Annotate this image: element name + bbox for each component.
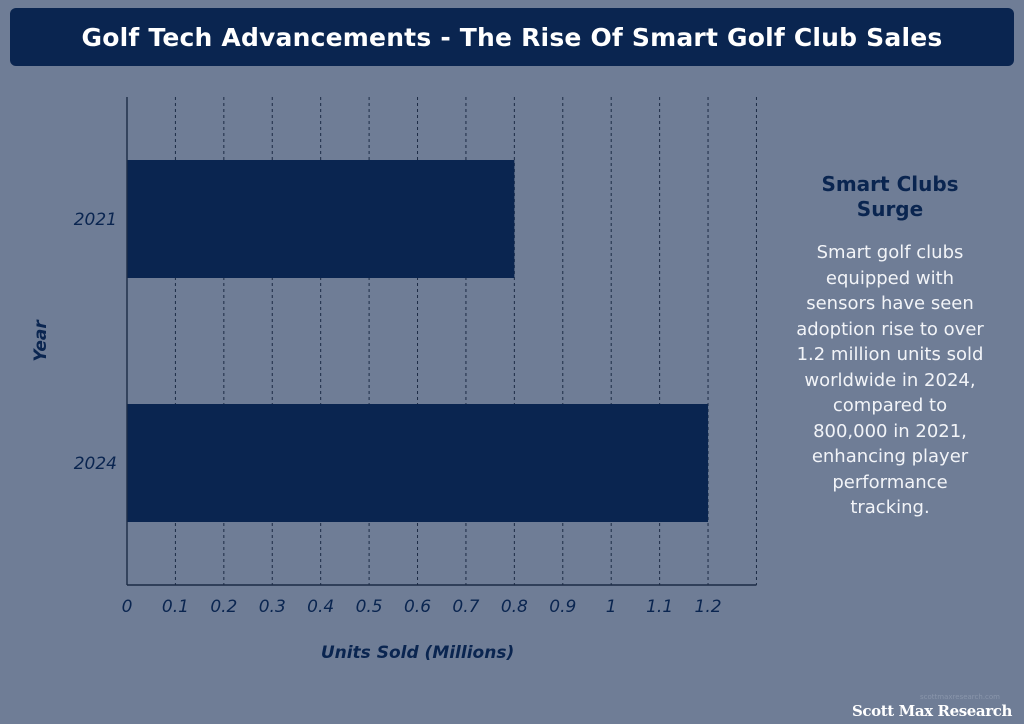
- bar-2024: [127, 404, 709, 522]
- x-tick-label: 1.2: [695, 597, 722, 617]
- panel-line: 800,000 in 2021,: [813, 420, 967, 442]
- x-tick-label: 0.4: [307, 597, 334, 617]
- panel-line: worldwide in 2024,: [804, 369, 976, 391]
- y-axis-title: Year: [31, 319, 51, 362]
- x-tick-label: 0.3: [259, 597, 286, 617]
- x-tick-label: 0.1: [162, 597, 189, 617]
- bar-2021: [127, 160, 515, 278]
- bars: [127, 160, 709, 522]
- x-tick-label: 0.5: [356, 597, 383, 617]
- axis-labels: 0 0.1 0.2 0.3 0.4 0.5 0.6 0.7 0.8 0.9 1 1.1 1.2 2021 2…: [31, 210, 722, 663]
- panel-heading-line-2: Surge: [856, 197, 924, 221]
- panel-line: 1.2 million units sold: [796, 344, 984, 365]
- panel-line: enhancing player: [811, 446, 969, 467]
- panel-line: compared to: [832, 395, 948, 416]
- x-tick-label: 1: [606, 597, 617, 617]
- panel-line: adoption rise to over: [796, 318, 984, 340]
- axes: [126, 97, 757, 586]
- x-tick-label: 0: [122, 597, 133, 617]
- panel-heading-line-1: Smart Clubs: [821, 172, 959, 196]
- title-bar: Golf Tech Advancements - The Rise Of Sma…: [10, 8, 1014, 66]
- panel-line: tracking.: [850, 497, 930, 518]
- panel-heading: Smart Clubs Surge: [770, 172, 1010, 222]
- y-tick-label: 2024: [74, 454, 117, 474]
- chart-title: Golf Tech Advancements - The Rise Of Sma…: [81, 22, 943, 52]
- panel-body: Smart golf clubs equipped with sensors h…: [770, 240, 1010, 521]
- brand-logo: Scott Max Research: [852, 702, 1012, 720]
- y-tick-label: 2021: [74, 210, 117, 230]
- x-tick-label: 0.8: [501, 597, 528, 617]
- x-tick-label: 0.9: [549, 597, 576, 617]
- x-tick-label: 1.1: [646, 597, 673, 617]
- info-panel: Smart Clubs Surge Smart golf clubs equip…: [770, 172, 1010, 521]
- panel-line: sensors have seen: [806, 293, 974, 314]
- x-tick-label: 0.7: [452, 597, 479, 617]
- panel-line: equipped with: [825, 267, 955, 289]
- credit-url: scottmaxresearch.com: [920, 693, 1000, 701]
- panel-line: Smart golf clubs: [816, 242, 964, 263]
- x-tick-label: 0.2: [210, 597, 237, 617]
- x-tick-label: 0.6: [404, 597, 431, 617]
- panel-line: performance: [832, 471, 948, 493]
- x-axis-title: Units Sold (Millions): [321, 643, 514, 663]
